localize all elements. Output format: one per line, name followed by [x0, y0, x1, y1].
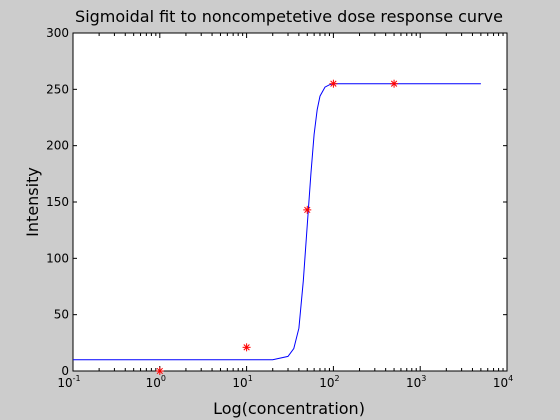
data-point-marker — [303, 205, 312, 214]
y-axis-ticks: 0 50 100 150 200 250 300 — [46, 26, 507, 378]
x-tick-base: 10 — [406, 376, 421, 390]
y-tick-label: 150 — [46, 195, 69, 209]
x-tick-exponent: 1 — [248, 374, 253, 383]
data-point-marker — [390, 79, 399, 88]
x-tick-label: 103 — [406, 374, 426, 390]
x-tick-label: 102 — [319, 374, 339, 390]
x-tick-base: 10 — [232, 376, 247, 390]
x-tick-label: 10-1 — [57, 374, 80, 390]
x-tick-base: 10 — [493, 376, 508, 390]
x-tick-exponent: 2 — [334, 374, 339, 383]
x-tick-exponent: 3 — [421, 374, 426, 383]
x-tick-exponent: -1 — [73, 374, 81, 383]
plot-area — [72, 32, 508, 372]
x-tick-base: 10 — [57, 376, 72, 390]
y-tick-label: 250 — [46, 82, 69, 96]
x-axis-ticks: 10-1 100 101 102 103 104 — [57, 33, 513, 390]
y-tick-label: 100 — [46, 251, 69, 265]
y-axis-label: Intensity — [23, 167, 42, 237]
x-tick-base: 10 — [146, 376, 161, 390]
data-point-marker — [155, 367, 164, 375]
y-tick-label: 300 — [46, 26, 69, 40]
y-tick-label: 50 — [54, 308, 69, 322]
x-tick-exponent: 4 — [508, 374, 513, 383]
x-axis-label: Log(concentration) — [213, 399, 365, 418]
chart-title: Sigmoidal fit to noncompetetive dose res… — [75, 7, 503, 26]
x-tick-label: 100 — [146, 374, 166, 390]
fit-line — [73, 83, 481, 361]
x-tick-label: 104 — [493, 374, 513, 390]
data-point-marker — [242, 343, 251, 352]
x-tick-exponent: 0 — [161, 374, 166, 383]
x-tick-base: 10 — [319, 376, 334, 390]
data-points — [155, 79, 399, 375]
y-tick-label: 200 — [46, 139, 69, 153]
y-tick-label: 0 — [61, 364, 69, 378]
data-point-marker — [329, 79, 338, 88]
x-tick-label: 101 — [232, 374, 252, 390]
